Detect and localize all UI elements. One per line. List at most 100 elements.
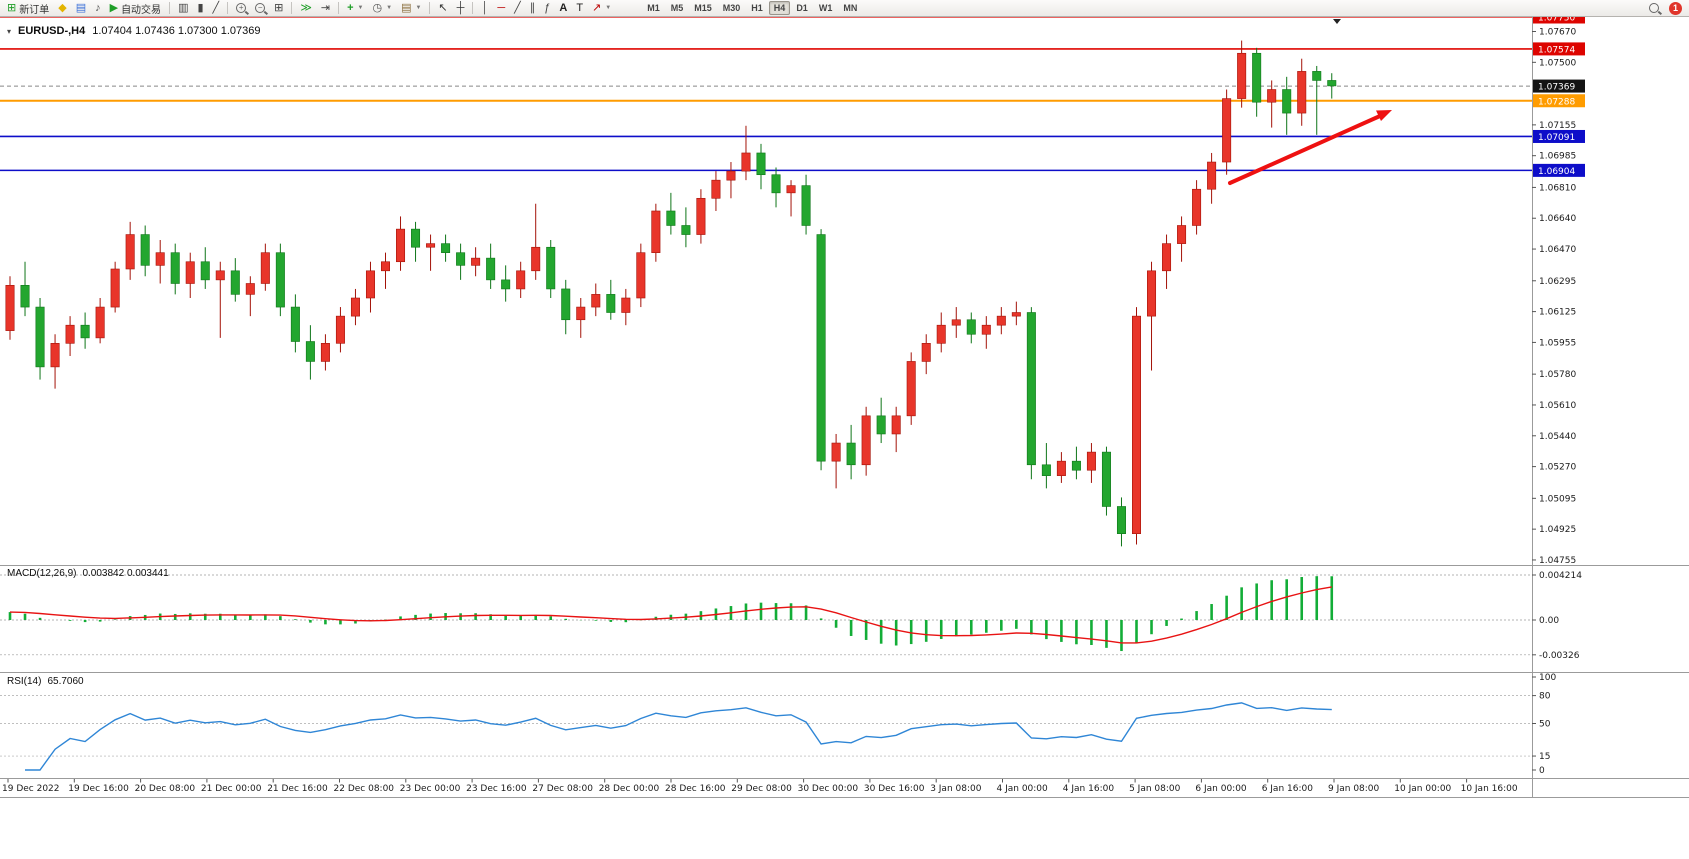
indicators-button[interactable]: + ▼ xyxy=(343,1,367,16)
zoom-out-icon: − xyxy=(255,3,266,13)
text-tool-button[interactable]: A xyxy=(555,1,571,16)
chart-canvas[interactable]: 1.07670 1.07500 1.07155 1.06985 1.06810 1.066… xyxy=(0,17,1689,859)
svg-text:1.05270: 1.05270 xyxy=(1539,463,1576,473)
svg-text:1.06810: 1.06810 xyxy=(1539,183,1576,193)
svg-text:0.004214: 0.004214 xyxy=(1539,571,1582,581)
timeframe-toolbar: M1 M5 M15 M30 H1 H4 D1 W1 MN xyxy=(642,1,862,15)
vertical-line-icon: │ xyxy=(481,1,489,14)
svg-text:22 Dec 08:00: 22 Dec 08:00 xyxy=(334,784,395,794)
svg-text:-0.00326: -0.00326 xyxy=(1539,651,1580,661)
autotrading-label: 自动交易 xyxy=(121,4,162,16)
svg-text:1.06904: 1.06904 xyxy=(1538,167,1575,177)
sound-button[interactable]: ♪ xyxy=(91,1,105,16)
svg-text:29 Dec 08:00: 29 Dec 08:00 xyxy=(731,784,792,794)
horizontal-line-tool-button[interactable]: ─ xyxy=(493,1,509,16)
chart-window: 1.07670 1.07500 1.07155 1.06985 1.06810 1.066… xyxy=(0,17,1689,859)
toolbar-separator xyxy=(472,2,474,14)
notification-badge[interactable]: 1 xyxy=(1669,1,1682,15)
timeframe-m1[interactable]: M1 xyxy=(647,3,660,13)
toolbar-separator xyxy=(429,2,431,14)
svg-text:19 Dec 16:00: 19 Dec 16:00 xyxy=(68,784,129,794)
periods-clock-icon: ◷ xyxy=(372,1,383,14)
svg-text:1.06470: 1.06470 xyxy=(1539,245,1576,255)
toolbar-separator xyxy=(169,2,171,14)
svg-text:1.06295: 1.06295 xyxy=(1539,277,1576,287)
fibonacci-tool-button[interactable]: ƒ xyxy=(540,1,554,16)
zoom-in-button[interactable]: + xyxy=(232,1,250,16)
svg-text:21 Dec 00:00: 21 Dec 00:00 xyxy=(201,784,262,794)
crosshair-button[interactable]: ┼ xyxy=(453,1,469,16)
channel-tool-button[interactable]: ∥ xyxy=(526,1,540,16)
trendline-tool-button[interactable]: ╱ xyxy=(510,1,525,16)
search-icon[interactable] xyxy=(1649,3,1659,13)
timeframe-h1[interactable]: H1 xyxy=(751,3,763,13)
label-tool-button[interactable]: T xyxy=(572,1,587,16)
svg-text:1.04925: 1.04925 xyxy=(1539,525,1576,535)
timeframe-m5[interactable]: M5 xyxy=(670,3,684,13)
svg-text:6 Jan 16:00: 6 Jan 16:00 xyxy=(1262,784,1314,794)
svg-text:100: 100 xyxy=(1539,673,1556,683)
arrows-tool-button[interactable]: ↗ ▼ xyxy=(588,1,615,16)
timeframe-d1[interactable]: D1 xyxy=(796,3,808,13)
templates-button[interactable]: ▤ ▼ xyxy=(397,1,425,16)
chart-shift-button[interactable]: ⇥ xyxy=(317,1,334,16)
cursor-button[interactable]: ↖ xyxy=(434,1,451,16)
chevron-down-icon: ▼ xyxy=(386,5,393,11)
svg-text:21 Dec 16:00: 21 Dec 16:00 xyxy=(267,784,328,794)
timeframe-m15[interactable]: M15 xyxy=(694,3,712,13)
svg-text:4 Jan 16:00: 4 Jan 16:00 xyxy=(1063,784,1115,794)
crosshair-icon: ┼ xyxy=(456,1,465,14)
new-order-icon: ⊞ xyxy=(7,1,17,14)
periods-button[interactable]: ◷ ▼ xyxy=(369,1,397,16)
svg-text:1.05440: 1.05440 xyxy=(1539,432,1576,442)
tile-windows-icon: ⊞ xyxy=(274,1,284,14)
svg-text:1.05780: 1.05780 xyxy=(1539,370,1576,380)
svg-text:1.07750: 1.07750 xyxy=(1538,17,1575,24)
vertical-line-tool-button[interactable]: │ xyxy=(477,1,492,16)
svg-text:20 Dec 08:00: 20 Dec 08:00 xyxy=(135,784,196,794)
arrow-tool-icon: ↗ xyxy=(592,1,602,14)
auto-scroll-button[interactable]: ≫ xyxy=(296,1,316,16)
zoom-out-button[interactable]: − xyxy=(251,1,269,16)
chevron-down-icon: ▼ xyxy=(357,5,364,11)
svg-text:30 Dec 00:00: 30 Dec 00:00 xyxy=(798,784,859,794)
channel-icon: ∥ xyxy=(529,1,536,14)
svg-text:0: 0 xyxy=(1539,766,1545,776)
bar-chart-button[interactable]: ▥ xyxy=(174,1,192,16)
svg-text:0.00: 0.00 xyxy=(1539,616,1559,626)
toolbar-separator xyxy=(338,2,340,14)
svg-text:23 Dec 00:00: 23 Dec 00:00 xyxy=(400,784,461,794)
autotrading-button[interactable]: ▶ 自动交易 xyxy=(106,1,165,16)
line-chart-icon: ╱ xyxy=(212,1,220,14)
metaeditor-button[interactable]: ◆ xyxy=(54,1,70,16)
svg-text:1.07155: 1.07155 xyxy=(1539,121,1576,131)
trendline-icon: ╱ xyxy=(514,1,521,14)
timeframe-w1[interactable]: W1 xyxy=(818,3,833,13)
svg-text:23 Dec 16:00: 23 Dec 16:00 xyxy=(466,784,527,794)
svg-text:1.07574: 1.07574 xyxy=(1538,45,1575,55)
svg-text:1.05610: 1.05610 xyxy=(1539,401,1576,411)
timeframe-m30[interactable]: M30 xyxy=(722,3,741,13)
new-order-label: 新订单 xyxy=(19,4,50,16)
svg-text:9 Jan 08:00: 9 Jan 08:00 xyxy=(1328,784,1380,794)
timeframe-h4[interactable]: H4 xyxy=(768,1,791,15)
svg-text:10 Jan 16:00: 10 Jan 16:00 xyxy=(1461,784,1518,794)
new-order-button[interactable]: ⊞ 新订单 xyxy=(3,1,53,16)
svg-text:1.05095: 1.05095 xyxy=(1539,494,1576,504)
label-tool-icon: T xyxy=(576,1,584,14)
candlestick-button[interactable]: ▮ xyxy=(193,1,207,16)
svg-text:1.06640: 1.06640 xyxy=(1539,214,1576,224)
chevron-down-icon: ▼ xyxy=(415,5,422,11)
svg-text:4 Jan 00:00: 4 Jan 00:00 xyxy=(997,784,1049,794)
svg-text:1.07288: 1.07288 xyxy=(1538,97,1575,107)
svg-text:27 Dec 08:00: 27 Dec 08:00 xyxy=(532,784,593,794)
market-watch-button[interactable]: ▤ xyxy=(72,1,90,16)
tile-windows-button[interactable]: ⊞ xyxy=(270,1,287,16)
svg-text:1.06125: 1.06125 xyxy=(1539,308,1576,318)
line-chart-button[interactable]: ╱ xyxy=(209,1,224,16)
timeframe-mn[interactable]: MN xyxy=(843,3,858,13)
fibonacci-icon: ƒ xyxy=(544,1,551,14)
svg-text:15: 15 xyxy=(1539,752,1550,762)
svg-text:1.04755: 1.04755 xyxy=(1539,556,1576,566)
svg-text:1.07091: 1.07091 xyxy=(1538,133,1575,143)
